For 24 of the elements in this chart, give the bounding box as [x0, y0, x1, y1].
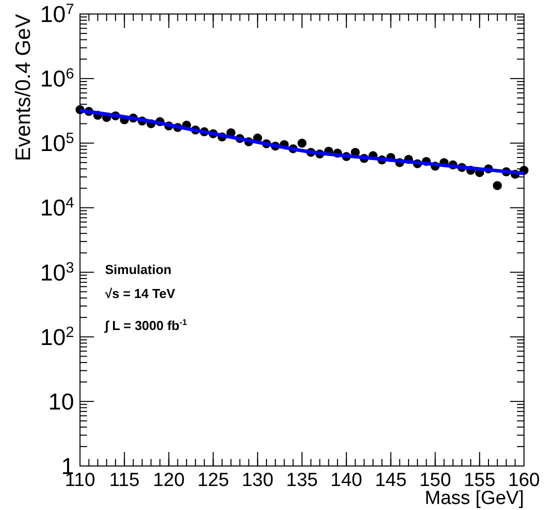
annotation: ∫ L = 3000 fb$^{-1}$	[104, 317, 188, 333]
annotation: Simulation	[105, 262, 172, 277]
y-tick-label: 10$^{4}$	[40, 194, 74, 221]
y-tick-label: 10$^{7}$	[40, 0, 74, 27]
x-tick-label: 125	[197, 470, 230, 491]
x-tick-label: 135	[286, 470, 318, 491]
y-tick-label: 10$^{3}$	[40, 258, 74, 286]
y-tick-label: 10$^{6}$	[40, 65, 74, 92]
annotation: √s = 14 TeV	[105, 286, 176, 301]
point	[298, 138, 306, 148]
y-tick-label: 10$^{2}$	[40, 323, 74, 350]
x-tick-label: 120	[152, 470, 185, 491]
x-tick-label: 140	[330, 470, 362, 491]
x-tick-label: 155	[464, 470, 496, 491]
point	[492, 181, 502, 190]
x-tick-label: 145	[374, 470, 407, 491]
x-tick-label: 130	[242, 470, 274, 491]
y-axis-title: Events/0.4 GeV	[12, 14, 35, 162]
x-tick-label: 115	[109, 470, 140, 491]
x-tick-label: 160	[508, 470, 540, 491]
x-tick-label: 150	[419, 470, 452, 491]
x-axis-title: Mass [GeV]	[424, 488, 524, 509]
y-tick-label: 10	[48, 388, 74, 414]
y-tick-label: 10$^{5}$	[40, 130, 74, 156]
